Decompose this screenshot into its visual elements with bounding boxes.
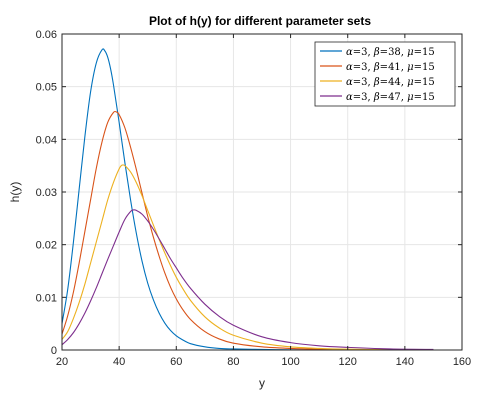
x-tick-label: 140 (396, 356, 414, 368)
series-line-2 (61, 110, 434, 351)
series-line-3 (61, 164, 434, 351)
series-line-4 (61, 209, 434, 351)
y-tick-label: 0.01 (36, 292, 57, 304)
legend: α=3, β=38, μ=15 α=3, β=41, μ=15 α=3, β=44,… (314, 41, 456, 107)
x-tick-label: 40 (113, 356, 125, 368)
x-tick-label: 100 (281, 356, 299, 368)
series-line-1 (61, 48, 434, 351)
legend-box (314, 41, 456, 107)
y-tick-label: 0.05 (36, 82, 57, 94)
legend-entry-3: α=3, β=44, μ=15 (346, 77, 435, 88)
x-tick-labels: 20 40 60 80 100 120 140 160 (56, 356, 471, 368)
x-tick-label: 80 (227, 356, 239, 368)
y-tick-label: 0.02 (36, 240, 57, 252)
legend-entry-2: α=3, β=41, μ=15 (346, 62, 435, 73)
y-tick-label: 0.04 (36, 134, 57, 146)
ticks (61, 33, 463, 351)
y-tick-label: 0 (51, 345, 57, 357)
chart-title: Plot of h(y) for different parameter set… (149, 14, 371, 28)
y-axis-label: h(y) (8, 182, 22, 203)
y-tick-label: 0.06 (36, 29, 57, 41)
x-tick-label: 120 (339, 356, 357, 368)
x-tick-label: 20 (56, 356, 68, 368)
y-tick-labels: 0 0.01 0.02 0.03 0.04 0.05 0.06 (36, 29, 57, 357)
x-axis-label: y (259, 376, 265, 390)
x-tick-label: 60 (170, 356, 182, 368)
y-tick-label: 0.03 (36, 187, 57, 199)
legend-entry-1: α=3, β=38, μ=15 (346, 47, 435, 58)
x-tick-label: 160 (453, 356, 471, 368)
legend-entry-4: α=3, β=47, μ=15 (346, 92, 435, 103)
series-layer (61, 48, 434, 351)
